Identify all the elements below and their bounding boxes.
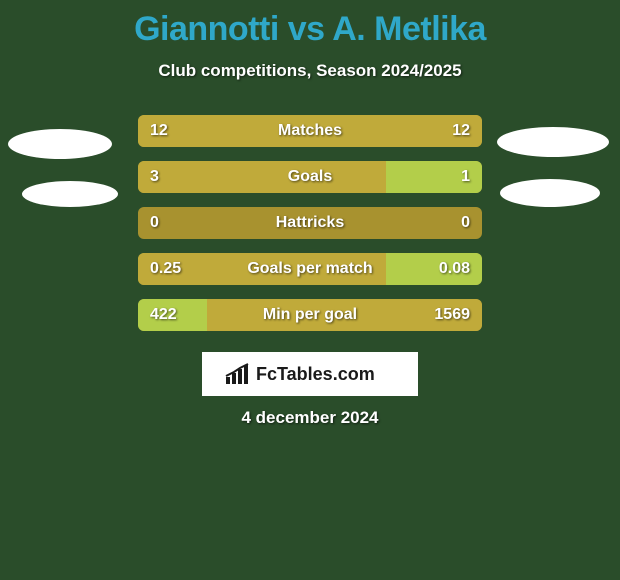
stat-label: Goals per match [138,253,482,285]
photo-ellipse-3 [500,179,600,207]
stat-value-right: 12 [452,115,470,147]
photo-ellipse-0 [8,129,112,159]
photo-ellipse-2 [497,127,609,157]
stat-label: Matches [138,115,482,147]
stat-label: Hattricks [138,207,482,239]
stat-row-hattricks: 0Hattricks0 [138,207,482,239]
page-title: Giannotti vs A. Metlika [0,0,620,49]
stat-value-right: 1569 [434,299,470,331]
stat-row-min-per-goal: 422Min per goal1569 [138,299,482,331]
chart-area: 12Matches12 3Goals1 0Hattricks0 0.25Goals p… [0,115,620,355]
stat-value-right: 0 [461,207,470,239]
subtitle: Club competitions, Season 2024/2025 [0,61,620,81]
logo-text: FcTables.com [256,364,375,384]
stat-label: Min per goal [138,299,482,331]
stat-bars: 12Matches12 3Goals1 0Hattricks0 0.25Goals p… [138,115,482,345]
stat-label: Goals [138,161,482,193]
photo-ellipse-1 [22,181,118,207]
stat-value-right: 0.08 [439,253,470,285]
stat-row-goals-per-match: 0.25Goals per match0.08 [138,253,482,285]
stat-row-matches: 12Matches12 [138,115,482,147]
fctables-logo: FcTables.com [202,352,418,396]
stat-row-goals: 3Goals1 [138,161,482,193]
stat-value-right: 1 [461,161,470,193]
date-label: 4 december 2024 [0,408,620,428]
